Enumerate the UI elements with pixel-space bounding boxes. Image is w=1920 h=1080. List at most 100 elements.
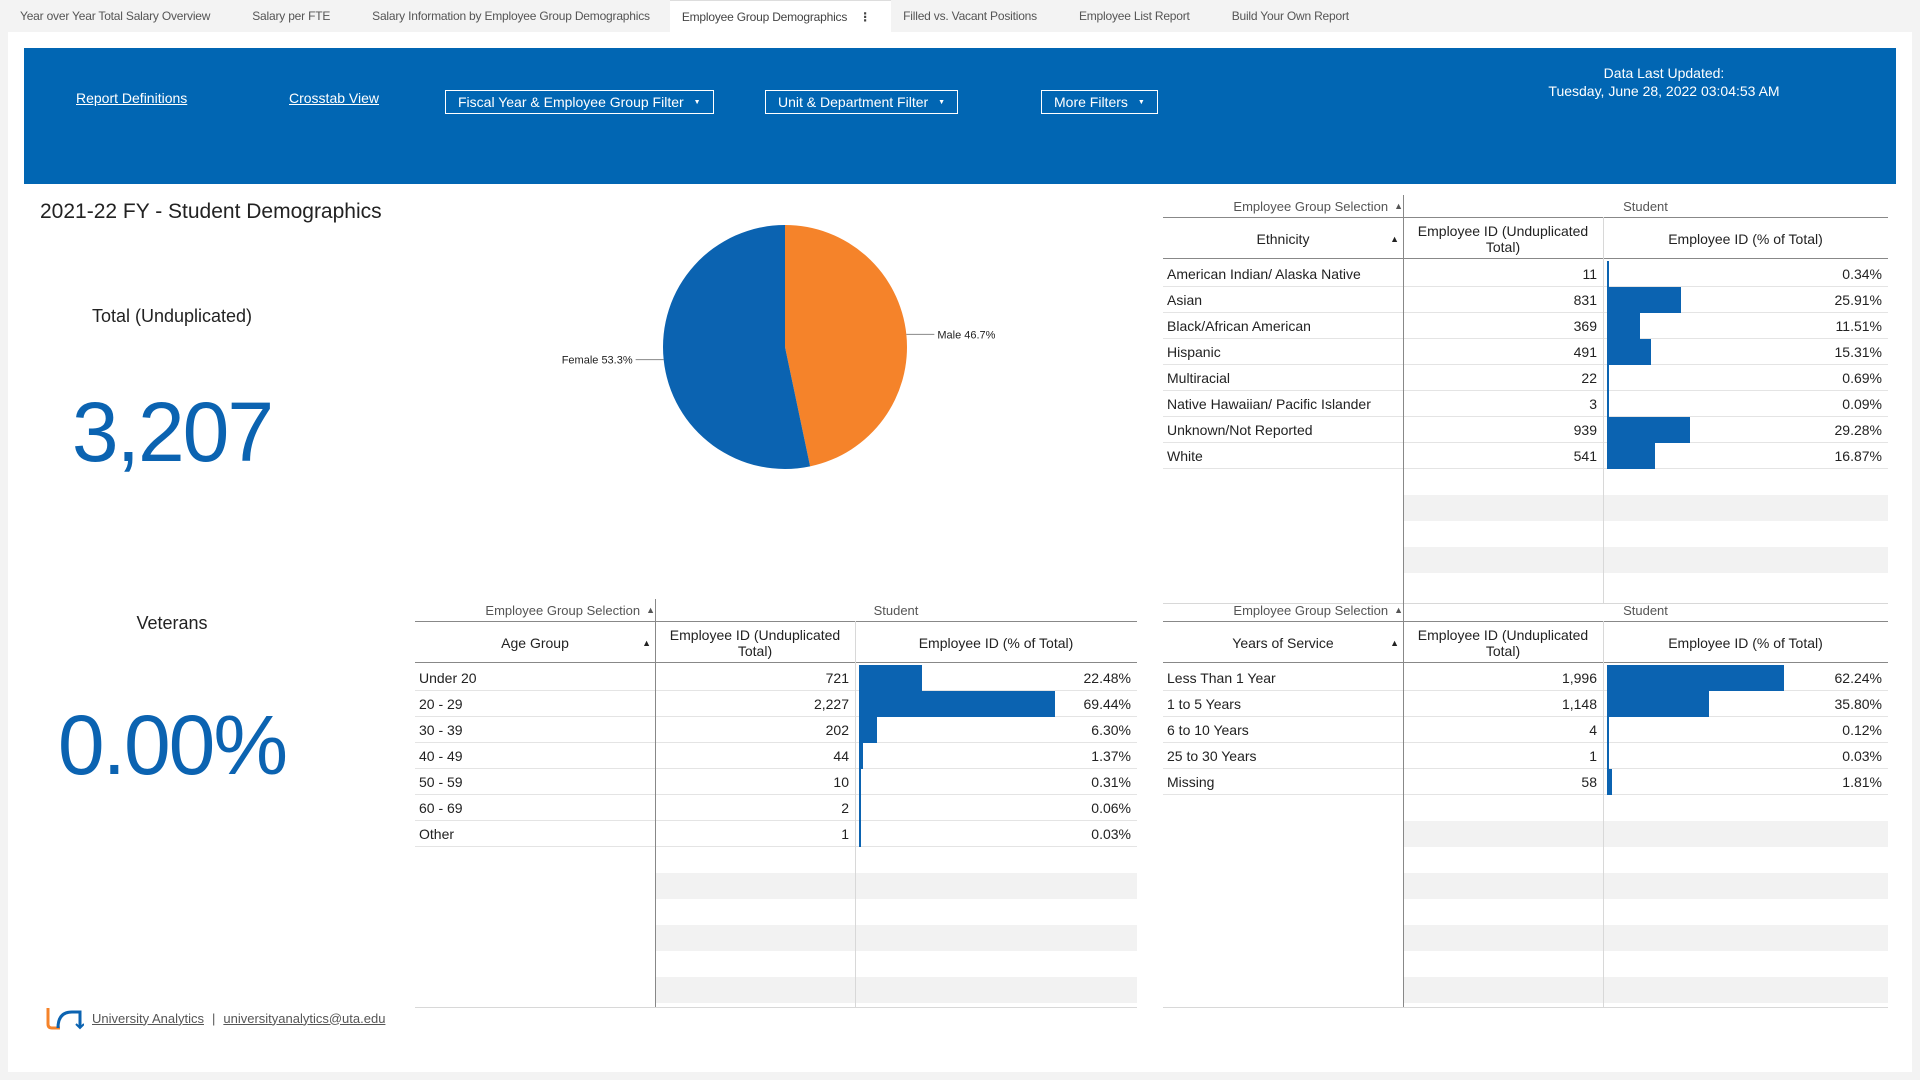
count-column-header[interactable]: Employee ID (Unduplicated Total) — [669, 627, 841, 659]
row-category: Missing — [1167, 774, 1215, 790]
employee-group-selection-header[interactable]: Employee Group Selection ▲ — [1163, 195, 1403, 217]
empty-row — [655, 873, 1137, 899]
tab-employee-group-demographics[interactable]: Employee Group Demographics ⋮ — [669, 0, 892, 32]
tab-label: Salary per FTE — [252, 9, 331, 23]
row-category: 6 to 10 Years — [1167, 722, 1249, 738]
footer: University Analytics | universityanalyti… — [44, 1004, 385, 1032]
row-category: Other — [419, 826, 455, 842]
table-row[interactable]: Black/African American 369 11.51% — [1163, 313, 1888, 339]
row-category: American Indian/ Alaska Native — [1167, 266, 1361, 282]
table-row[interactable]: 50 - 59 10 0.31% — [415, 769, 1137, 795]
chevron-down-icon: ▼ — [938, 98, 946, 106]
category-column-header[interactable]: Age Group ▲ — [415, 622, 655, 664]
table-row[interactable]: 30 - 39 202 6.30% — [415, 717, 1137, 743]
column-header-row: Ethnicity ▲ Employee ID (Unduplicated Tota… — [1163, 217, 1888, 259]
crosstab-view-link[interactable]: Crosstab View — [289, 90, 380, 106]
table-row[interactable]: Under 20 721 22.48% — [415, 665, 1137, 691]
table-row[interactable]: American Indian/ Alaska Native 11 0.34% — [1163, 261, 1888, 287]
tab-salary-information-by-employee-group-demographics[interactable]: Salary Information by Employee Group Dem… — [350, 0, 670, 32]
row-percent-bar — [859, 665, 923, 691]
chevron-down-icon: ▼ — [1137, 98, 1145, 106]
table-bottom-line — [415, 1007, 1137, 1008]
row-category: Unknown/Not Reported — [1167, 422, 1313, 438]
tab-year-over-year-total-salary-overview[interactable]: Year over Year Total Salary Overview — [0, 0, 230, 32]
table-row[interactable]: 6 to 10 Years 4 0.12% — [1163, 717, 1888, 743]
row-percent: 69.44% — [1083, 696, 1131, 712]
row-percent-bar — [1607, 743, 1609, 769]
tab-menu-icon[interactable]: ⋮ — [859, 9, 872, 24]
table-row[interactable]: 1 to 5 Years 1,148 35.80% — [1163, 691, 1888, 717]
unit-department-filter-button[interactable]: Unit & Department Filter ▼ — [765, 90, 959, 114]
row-count: 2,227 — [813, 696, 849, 712]
row-count: 831 — [1573, 292, 1597, 308]
count-column-header[interactable]: Employee ID (Unduplicated Total) — [1417, 223, 1589, 255]
table-row[interactable]: 60 - 69 2 0.06% — [415, 795, 1137, 821]
fiscal-year-filter-button[interactable]: Fiscal Year & Employee Group Filter ▼ — [445, 90, 714, 114]
row-count: 1,148 — [1561, 696, 1597, 712]
tab-filled-vs-vacant-positions[interactable]: Filled vs. Vacant Positions — [891, 0, 1057, 32]
selection-header-label: Employee Group Selection — [1233, 198, 1389, 214]
table-row[interactable]: 40 - 49 44 1.37% — [415, 743, 1137, 769]
count-divider — [855, 621, 856, 1007]
sort-ascending-icon[interactable]: ▲ — [1394, 605, 1403, 615]
table-row[interactable]: Multiracial 22 0.69% — [1163, 365, 1888, 391]
table-row[interactable]: Missing 58 1.81% — [1163, 769, 1888, 795]
employee-group-selection-header[interactable]: Employee Group Selection ▲ — [415, 599, 655, 621]
row-percent: 62.24% — [1834, 670, 1882, 686]
total-kpi-label: Total (Unduplicated) — [91, 306, 253, 326]
percent-column-header[interactable]: Employee ID (% of Total) — [1668, 635, 1823, 651]
percent-column-header[interactable]: Employee ID (% of Total) — [1668, 231, 1823, 247]
sort-ascending-icon[interactable]: ▲ — [646, 605, 655, 615]
row-percent: 6.30% — [1091, 722, 1131, 738]
category-column-header[interactable]: Ethnicity ▲ — [1163, 218, 1403, 260]
tab-label: Salary Information by Employee Group Dem… — [372, 9, 650, 23]
chevron-down-icon: ▼ — [693, 98, 701, 106]
table-row[interactable]: Asian 831 25.91% — [1163, 287, 1888, 313]
more-filters-button[interactable]: More Filters ▼ — [1041, 90, 1158, 114]
tab-employee-list-report[interactable]: Employee List Report — [1057, 0, 1210, 32]
table-row[interactable]: Native Hawaiian/ Pacific Islander 3 0.09% — [1163, 391, 1888, 417]
table-row[interactable]: Unknown/Not Reported 939 29.28% — [1163, 417, 1888, 443]
sort-ascending-icon[interactable]: ▲ — [1390, 234, 1399, 244]
table-row[interactable]: 20 - 29 2,227 69.44% — [415, 691, 1137, 717]
table-row[interactable]: 25 to 30 Years 1 0.03% — [1163, 743, 1888, 769]
row-category: Asian — [1167, 292, 1203, 308]
tab-salary-per-fte[interactable]: Salary per FTE — [230, 0, 350, 32]
sort-ascending-icon[interactable]: ▲ — [1390, 638, 1399, 648]
category-column-header[interactable]: Years of Service ▲ — [1163, 622, 1403, 664]
tab-label: Build Your Own Report — [1231, 9, 1349, 23]
row-percent: 0.34% — [1842, 266, 1882, 282]
row-percent-bar — [1607, 769, 1613, 795]
pie-slice-male[interactable] — [785, 225, 907, 467]
pie-svg: Male 46.7% Female 53.3% — [562, 225, 996, 470]
sort-ascending-icon[interactable]: ▲ — [1394, 201, 1403, 211]
row-percent-bar — [1607, 717, 1609, 743]
percent-column-header[interactable]: Employee ID (% of Total) — [918, 635, 1074, 651]
row-count: 1 — [1589, 748, 1597, 764]
student-group-header: Student — [1623, 602, 1668, 618]
row-count: 939 — [1573, 422, 1597, 438]
tab-build-your-own-report[interactable]: Build Your Own Report — [1210, 0, 1369, 32]
unit-department-filter-label: Unit & Department Filter — [778, 94, 929, 110]
table-row[interactable]: White 541 16.87% — [1163, 443, 1888, 469]
row-category: 20 - 29 — [419, 696, 463, 712]
table-row[interactable]: Other 1 0.03% — [415, 821, 1137, 847]
row-percent: 1.37% — [1091, 748, 1131, 764]
university-analytics-link[interactable]: University Analytics — [92, 1010, 204, 1026]
row-count: 2 — [841, 800, 849, 816]
report-definitions-link[interactable]: Report Definitions — [76, 90, 188, 106]
row-percent: 16.87% — [1834, 448, 1882, 464]
tab-label: Employee Group Demographics — [681, 9, 848, 24]
row-percent: 35.80% — [1834, 696, 1882, 712]
updated-value: Tuesday, June 28, 2022 03:04:53 AM — [1548, 83, 1780, 99]
pie-slice-female[interactable] — [662, 225, 811, 470]
selection-header-label: Employee Group Selection — [1233, 602, 1389, 618]
table-row[interactable]: Hispanic 491 15.31% — [1163, 339, 1888, 365]
count-column-header[interactable]: Employee ID (Unduplicated Total) — [1417, 627, 1589, 659]
sort-ascending-icon[interactable]: ▲ — [642, 638, 651, 648]
email-link[interactable]: universityanalytics@uta.edu — [223, 1010, 386, 1026]
employee-group-selection-header[interactable]: Employee Group Selection ▲ — [1163, 599, 1403, 621]
table-row[interactable]: Less Than 1 Year 1,996 62.24% — [1163, 665, 1888, 691]
empty-row — [655, 977, 1137, 1003]
row-category: Native Hawaiian/ Pacific Islander — [1167, 396, 1371, 412]
